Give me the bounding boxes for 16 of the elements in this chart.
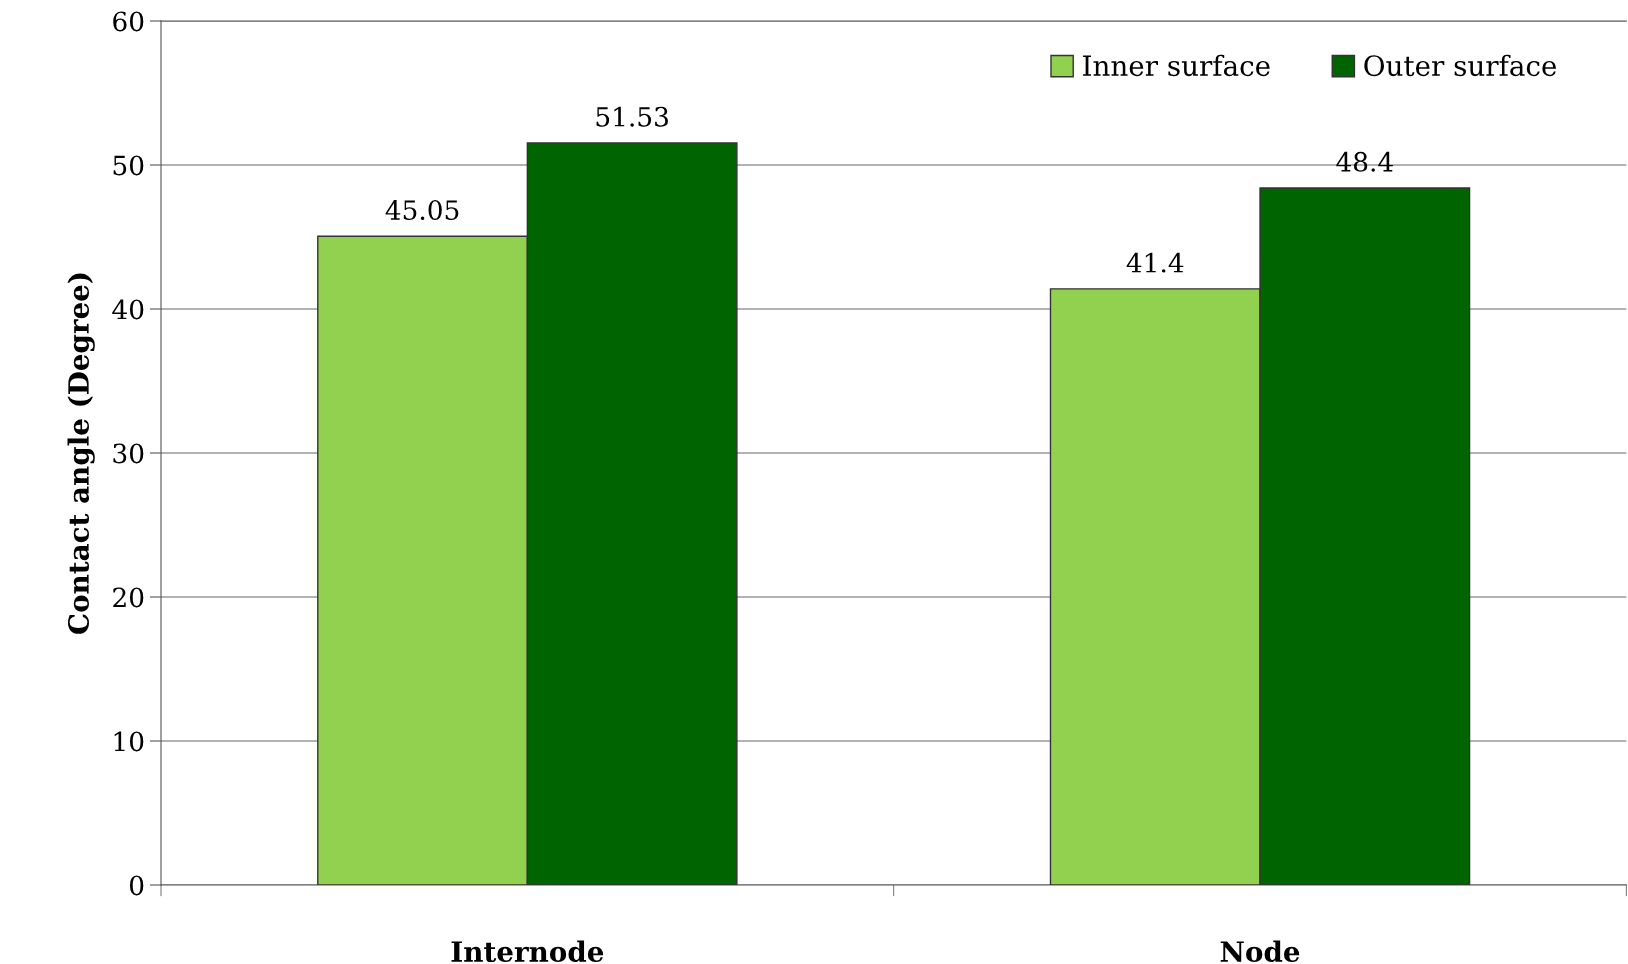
data-label: 45.05 xyxy=(385,200,459,221)
y-tick-label: 10 xyxy=(114,731,144,752)
y-axis-title: Contact angle (Degree) xyxy=(67,273,95,634)
legend-label: Inner surface xyxy=(1083,54,1270,77)
y-tick-label: 20 xyxy=(113,587,144,608)
x-tick-label: Node xyxy=(1220,940,1300,963)
data-label: 48.4 xyxy=(1336,151,1393,172)
y-tick-label: 60 xyxy=(113,11,144,32)
legend-label: Outer surface xyxy=(1364,54,1557,77)
y-tick-label: 50 xyxy=(113,155,144,176)
y-tick-label: 0 xyxy=(129,875,144,896)
x-tick-label: Internode xyxy=(451,940,604,963)
data-label: 51.53 xyxy=(596,106,668,127)
y-tick-label: 30 xyxy=(113,443,144,464)
y-tick-label: 40 xyxy=(112,299,144,320)
data-label: 41.4 xyxy=(1126,252,1184,273)
